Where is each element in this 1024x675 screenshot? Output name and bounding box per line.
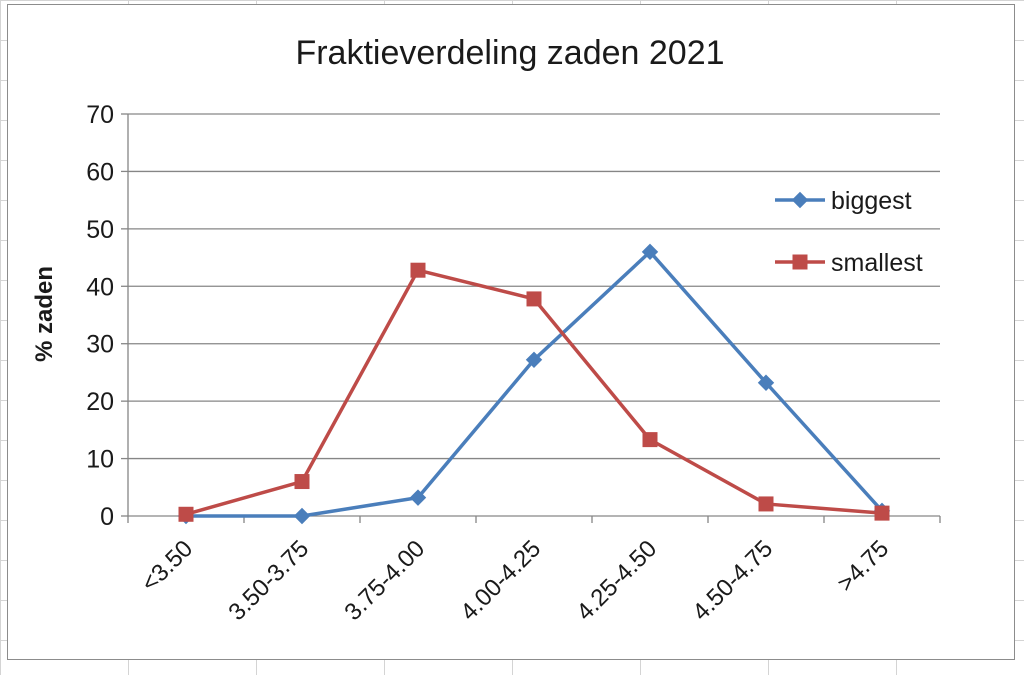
x-tick-label: 4.25-4.50 bbox=[571, 535, 662, 626]
x-tick-label: 3.75-4.00 bbox=[339, 535, 430, 626]
data-point-biggest[interactable] bbox=[641, 243, 659, 261]
data-point-biggest[interactable] bbox=[409, 489, 427, 506]
x-tick-label: 4.00-4.25 bbox=[455, 535, 546, 626]
y-tick-label: 10 bbox=[86, 446, 114, 474]
y-tick-label: 20 bbox=[86, 388, 114, 416]
data-point-smallest[interactable] bbox=[642, 432, 658, 448]
data-point-biggest[interactable] bbox=[757, 374, 775, 391]
series-line-smallest[interactable] bbox=[185, 268, 883, 516]
x-tick-label: 4.50-4.75 bbox=[687, 535, 778, 626]
legend-label-smallest: smallest bbox=[831, 249, 923, 277]
y-tick-label: 50 bbox=[86, 216, 114, 244]
data-point-smallest[interactable] bbox=[294, 474, 310, 490]
y-tick-label: 60 bbox=[86, 158, 114, 186]
data-point-smallest[interactable] bbox=[758, 496, 774, 512]
data-point-smallest[interactable] bbox=[874, 505, 890, 521]
y-tick-label: 40 bbox=[86, 273, 114, 301]
y-tick-label: 0 bbox=[100, 503, 114, 531]
data-point-biggest[interactable] bbox=[293, 507, 311, 525]
y-axis-label: % zaden bbox=[31, 266, 58, 362]
data-point-biggest[interactable] bbox=[525, 351, 543, 369]
x-tick-label: >4.75 bbox=[832, 535, 894, 597]
data-point-smallest[interactable] bbox=[410, 262, 426, 278]
legend-label-biggest: biggest bbox=[831, 187, 912, 215]
x-tick-label: 3.50-3.75 bbox=[223, 535, 314, 626]
y-tick-label: 70 bbox=[86, 101, 114, 129]
data-point-smallest[interactable] bbox=[526, 291, 542, 307]
legend-marker-smallest[interactable] bbox=[792, 254, 808, 270]
data-point-smallest[interactable] bbox=[178, 506, 194, 522]
chart-title: Fraktieverdeling zaden 2021 bbox=[295, 34, 724, 72]
legend-marker-biggest[interactable] bbox=[791, 191, 809, 209]
chart-area[interactable] bbox=[7, 4, 1015, 660]
x-tick-label: <3.50 bbox=[136, 535, 198, 597]
y-tick-label: 30 bbox=[86, 331, 114, 359]
